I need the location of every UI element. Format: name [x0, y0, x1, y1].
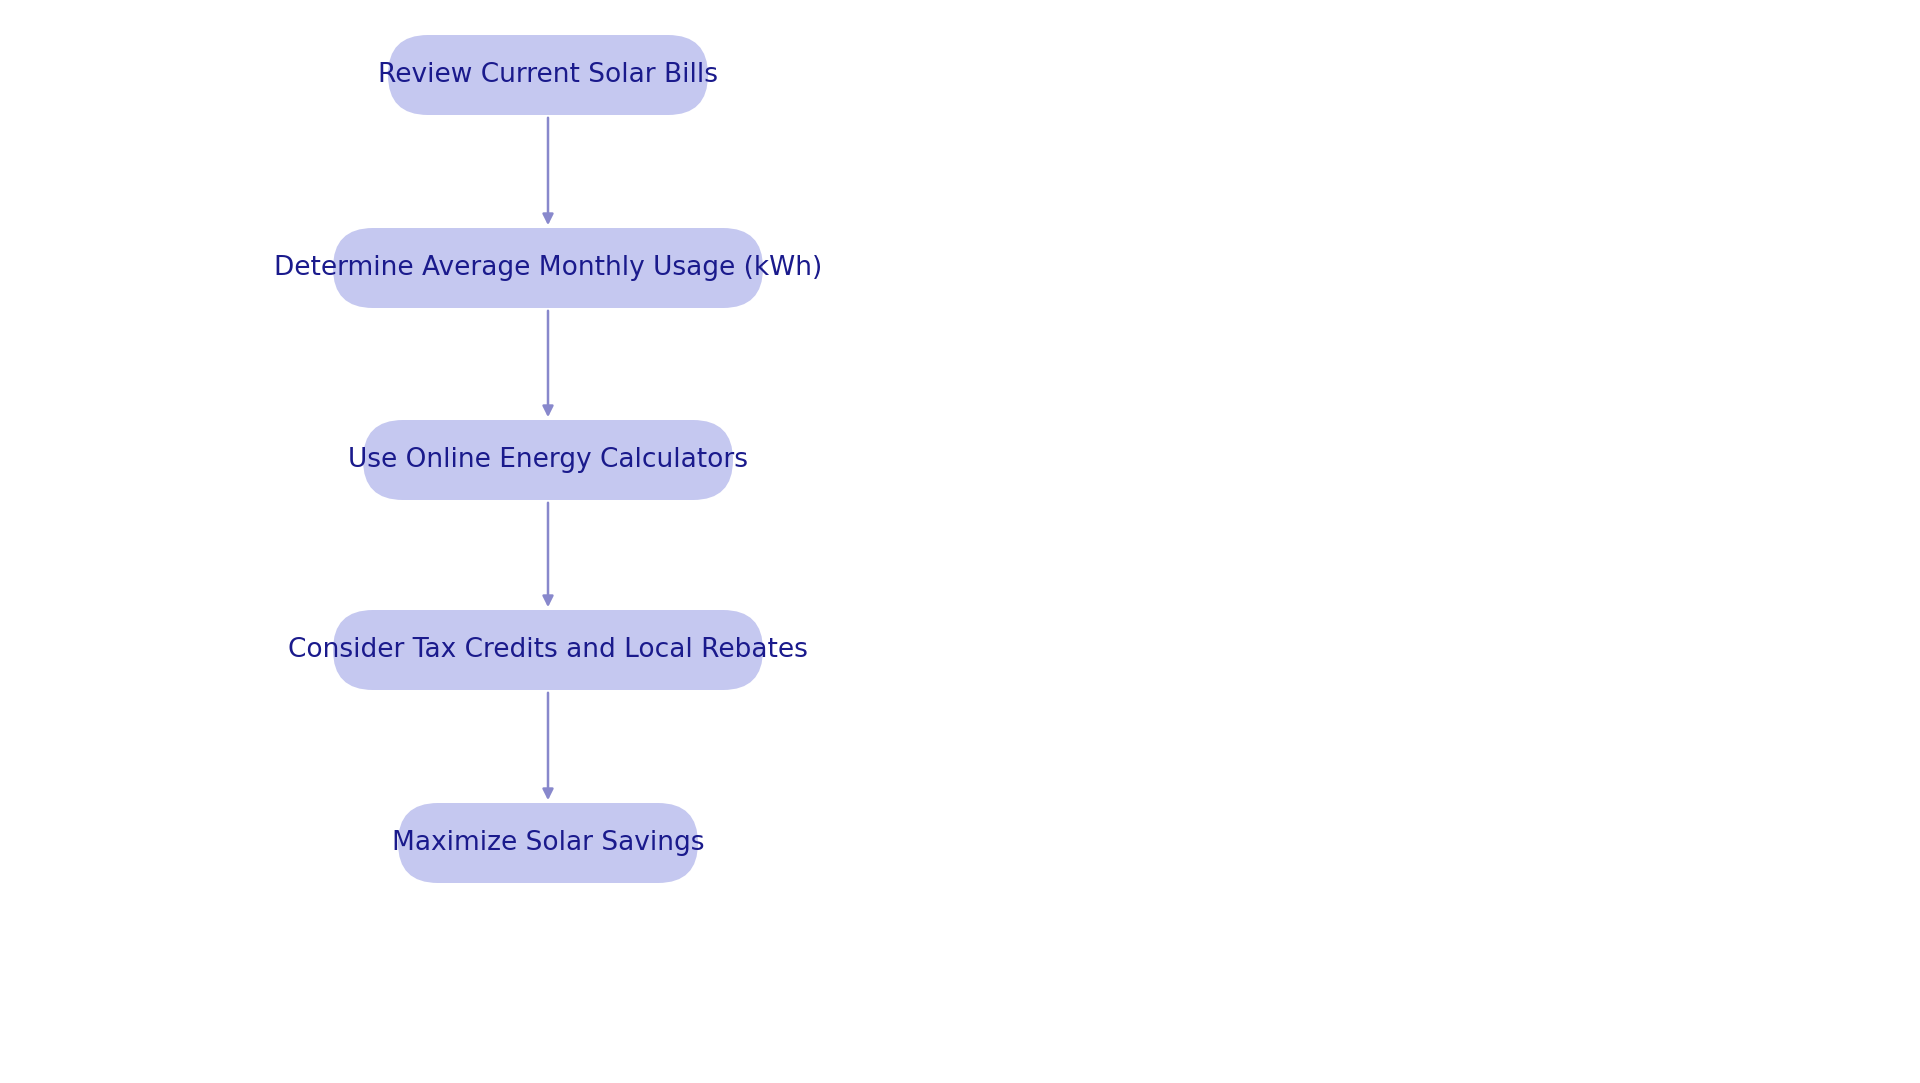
- FancyBboxPatch shape: [332, 610, 762, 690]
- Text: Consider Tax Credits and Local Rebates: Consider Tax Credits and Local Rebates: [288, 637, 808, 663]
- FancyBboxPatch shape: [397, 803, 699, 883]
- FancyBboxPatch shape: [363, 420, 733, 500]
- Text: Maximize Solar Savings: Maximize Solar Savings: [392, 830, 705, 856]
- FancyBboxPatch shape: [388, 35, 708, 115]
- Text: Determine Average Monthly Usage (kWh): Determine Average Monthly Usage (kWh): [275, 255, 822, 280]
- FancyBboxPatch shape: [332, 229, 762, 308]
- Text: Review Current Solar Bills: Review Current Solar Bills: [378, 62, 718, 88]
- Text: Use Online Energy Calculators: Use Online Energy Calculators: [348, 447, 749, 473]
